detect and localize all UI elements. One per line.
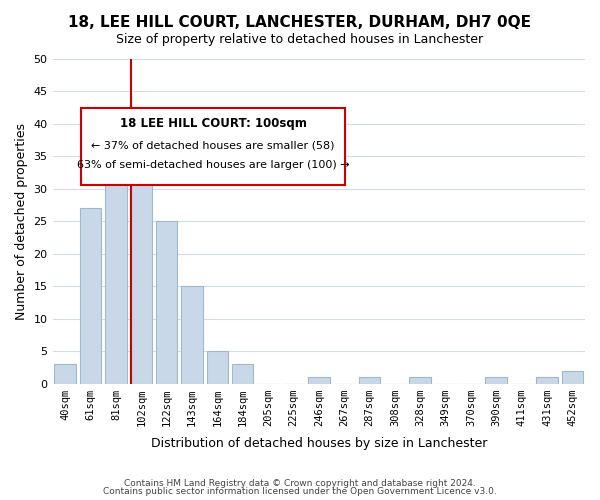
- Bar: [485, 377, 507, 384]
- Text: Contains public sector information licensed under the Open Government Licence v3: Contains public sector information licen…: [103, 487, 497, 496]
- Bar: [206, 351, 228, 384]
- Bar: [359, 377, 380, 384]
- Bar: [80, 208, 101, 384]
- Text: ← 37% of detached houses are smaller (58): ← 37% of detached houses are smaller (58…: [91, 140, 335, 150]
- Bar: [181, 286, 203, 384]
- Text: 18 LEE HILL COURT: 100sqm: 18 LEE HILL COURT: 100sqm: [119, 118, 307, 130]
- Text: Size of property relative to detached houses in Lanchester: Size of property relative to detached ho…: [116, 32, 484, 46]
- Bar: [409, 377, 431, 384]
- Bar: [105, 176, 127, 384]
- Y-axis label: Number of detached properties: Number of detached properties: [15, 123, 28, 320]
- Bar: [55, 364, 76, 384]
- Bar: [156, 222, 178, 384]
- X-axis label: Distribution of detached houses by size in Lanchester: Distribution of detached houses by size …: [151, 437, 487, 450]
- Bar: [308, 377, 329, 384]
- Bar: [562, 370, 583, 384]
- Text: 18, LEE HILL COURT, LANCHESTER, DURHAM, DH7 0QE: 18, LEE HILL COURT, LANCHESTER, DURHAM, …: [68, 15, 532, 30]
- Bar: [131, 137, 152, 384]
- Text: Contains HM Land Registry data © Crown copyright and database right 2024.: Contains HM Land Registry data © Crown c…: [124, 478, 476, 488]
- Bar: [232, 364, 253, 384]
- Bar: [536, 377, 558, 384]
- Text: 63% of semi-detached houses are larger (100) →: 63% of semi-detached houses are larger (…: [77, 160, 349, 170]
